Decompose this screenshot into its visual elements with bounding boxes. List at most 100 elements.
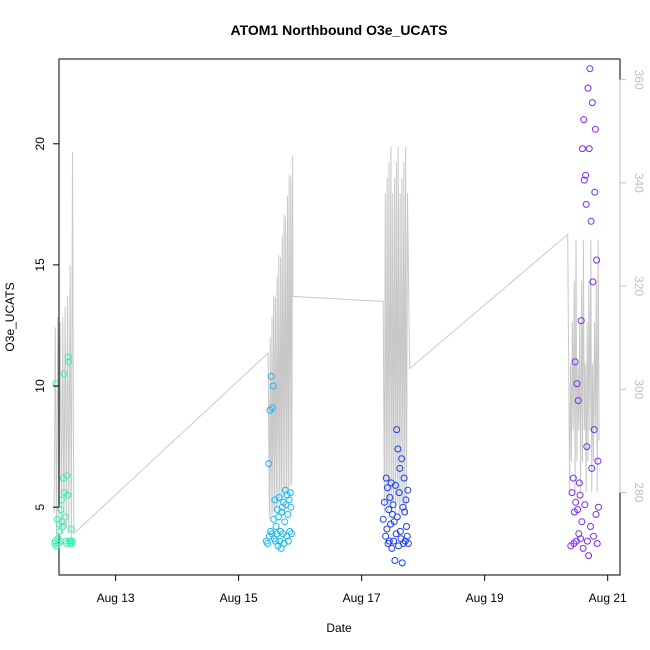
data-point <box>64 353 72 361</box>
data-point <box>285 496 293 504</box>
data-point <box>585 552 593 560</box>
y-axis: 5 10 15 20 <box>33 137 60 511</box>
data-point <box>392 481 399 489</box>
x-tick-label: Aug 19 <box>466 591 504 605</box>
data-point <box>279 530 287 538</box>
data-point <box>583 537 591 545</box>
data-point <box>59 474 67 482</box>
y-tick-label: 10 <box>33 379 47 393</box>
data-point <box>580 176 588 184</box>
data-point <box>275 494 283 501</box>
data-point <box>591 125 599 133</box>
data-point <box>389 501 397 509</box>
data-point <box>588 99 596 107</box>
data-point <box>382 474 390 482</box>
data-point <box>385 506 393 514</box>
data-point <box>593 256 601 264</box>
data-point <box>585 145 593 153</box>
data-point <box>583 443 591 451</box>
data-point <box>571 358 579 366</box>
data-point <box>587 217 595 225</box>
data-point <box>594 457 602 465</box>
data-point <box>264 540 271 547</box>
data-point <box>577 535 585 543</box>
data-point <box>265 460 273 468</box>
series-group <box>567 65 602 560</box>
data-point <box>394 445 402 453</box>
y-tick-label: 20 <box>33 137 47 151</box>
data-point <box>400 474 408 482</box>
data-point <box>379 515 387 523</box>
data-point <box>590 426 598 434</box>
data-point <box>390 518 398 526</box>
data-point <box>56 527 64 535</box>
data-point <box>58 518 66 526</box>
secondary-trace <box>53 146 600 545</box>
data-point <box>572 498 580 506</box>
data-point <box>398 559 406 567</box>
data-point <box>579 145 586 153</box>
data-point <box>288 530 295 538</box>
data-point <box>385 537 393 545</box>
data-point <box>589 278 597 286</box>
data-point <box>402 496 410 504</box>
data-point <box>575 530 583 538</box>
data-point <box>388 544 396 552</box>
data-point <box>576 491 584 499</box>
data-point <box>578 518 586 526</box>
y2-axis: 280 300 320 340 360 <box>619 70 646 503</box>
data-point <box>580 116 588 124</box>
data-point <box>281 518 289 526</box>
data-point <box>61 513 69 521</box>
data-point <box>588 464 596 472</box>
series-group <box>51 353 76 550</box>
data-point <box>65 358 73 366</box>
data-point <box>396 464 404 472</box>
data-point <box>573 380 581 388</box>
y2-tick-label: 360 <box>632 70 646 90</box>
data-point <box>60 370 68 378</box>
data-point <box>584 84 592 92</box>
data-point <box>591 188 599 196</box>
data-point <box>575 479 583 487</box>
data-point <box>284 537 292 545</box>
data-point <box>395 489 403 497</box>
data-point <box>581 501 589 509</box>
y-tick-label: 15 <box>33 258 47 272</box>
x-tick-label: Aug 17 <box>343 591 381 605</box>
data-point <box>387 520 395 528</box>
data-point <box>586 65 594 73</box>
chart-title: ATOM1 Northbound O3e_UCATS <box>231 22 448 38</box>
data-point <box>63 472 71 480</box>
data-point <box>574 397 582 405</box>
x-tick-label: Aug 15 <box>220 591 258 605</box>
data-point <box>69 537 76 545</box>
data-point <box>404 486 412 494</box>
data-point <box>57 506 65 514</box>
secondary-line <box>53 146 600 545</box>
data-point <box>380 498 388 506</box>
series-group <box>262 372 295 552</box>
data-points <box>51 65 602 567</box>
data-point <box>390 537 398 545</box>
data-point <box>401 508 409 516</box>
data-point <box>287 503 295 511</box>
data-point <box>277 544 285 552</box>
data-point <box>384 484 391 492</box>
data-point <box>403 523 410 530</box>
data-point <box>269 382 277 390</box>
data-point <box>383 525 391 533</box>
data-point <box>590 532 597 540</box>
y-tick-label: 5 <box>33 504 47 511</box>
data-point <box>64 491 72 499</box>
data-point <box>278 508 286 516</box>
y2-tick-label: 320 <box>632 276 646 296</box>
data-point <box>386 494 394 501</box>
data-point <box>569 474 577 482</box>
data-point <box>587 523 594 530</box>
data-point <box>393 426 401 434</box>
data-point <box>393 513 401 521</box>
data-point <box>398 455 406 463</box>
data-point <box>593 540 601 547</box>
